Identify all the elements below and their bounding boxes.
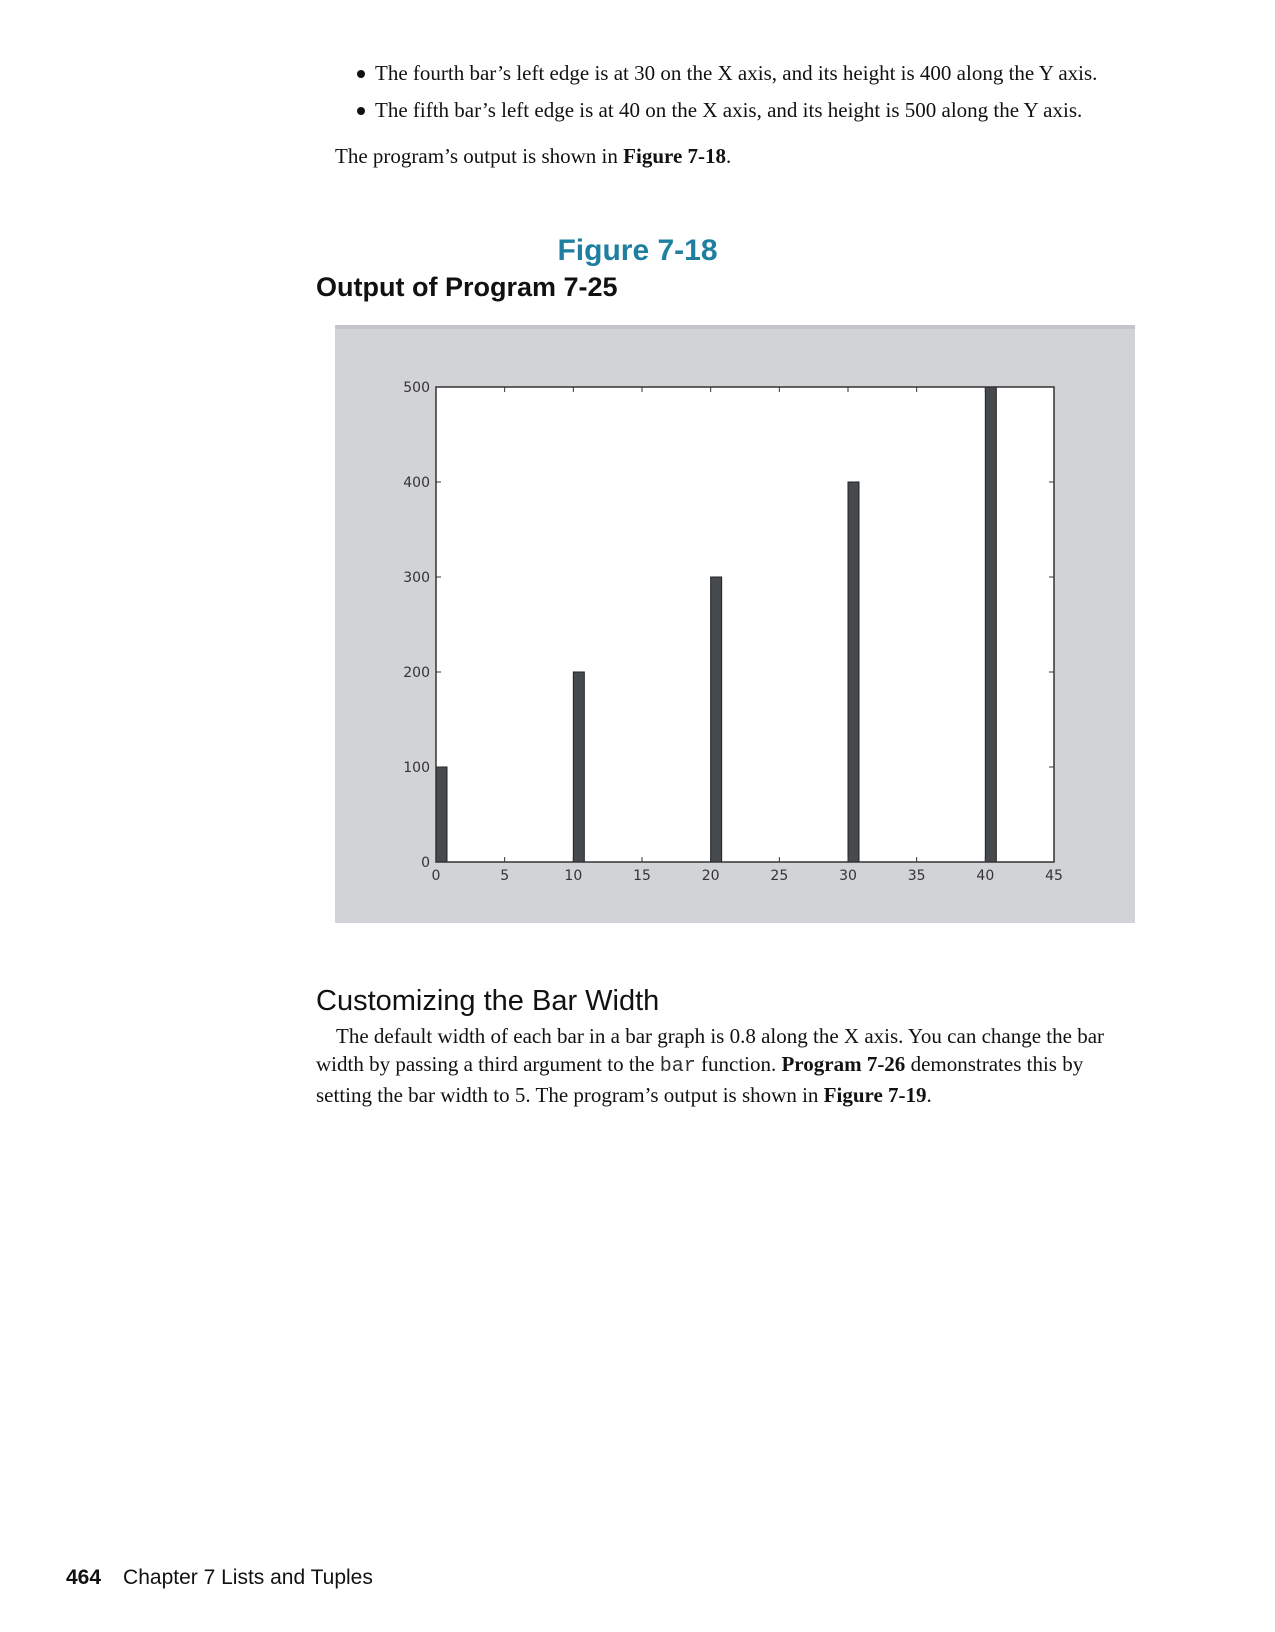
bullet-text: The fourth bar’s left edge is at 30 on t… [375,61,1098,85]
code-bar: bar [659,1055,696,1078]
x-tick-label: 15 [633,868,651,884]
bar [847,481,860,863]
x-tick-label: 30 [839,868,857,884]
output-intro-paragraph: The program’s output is shown in Figure … [335,142,731,170]
figure-title: Output of Program 7-25 [316,272,618,302]
bullet-list: The fourth bar’s left edge is at 30 on t… [335,60,1195,134]
figure-reference: Figure 7-19 [823,1083,927,1107]
page-number: 464 [66,1566,102,1589]
y-tick-label: 100 [403,760,430,776]
bar [572,671,585,863]
x-tick-label: 25 [770,868,788,884]
output-intro-text: The program’s output is shown in [335,144,624,168]
section-paragraph: The default width of each bar in a bar g… [316,1022,1156,1109]
plot-frame [435,386,1055,863]
figure-reference: Figure 7-18 [623,144,727,168]
program-reference: Program 7-26 [781,1052,906,1076]
paragraph-text: width by passing a third argument to the [316,1052,660,1076]
section-heading: Customizing the Bar Width [316,985,660,1017]
bullet-text: The fifth bar’s left edge is at 40 on th… [375,98,1083,122]
x-tick-label: 45 [1045,868,1063,884]
y-tick-label: 200 [403,665,430,681]
plot-area [436,387,1054,862]
paragraph-line: The default width of each bar in a bar g… [316,1022,1156,1050]
y-tick-label: 0 [421,855,430,871]
figure-number: Figure 7-18 [557,234,718,267]
chart-top-edge [335,325,1135,329]
x-tick-label: 10 [564,868,582,884]
x-tick-label: 40 [976,868,994,884]
bar [710,576,723,863]
x-tick-label: 20 [702,868,720,884]
bar [435,766,448,863]
paragraph-line: setting the bar width to 5. The program’… [316,1081,1156,1109]
bar-chart: 0 5 10 15 20 25 30 35 40 45 0 100 200 300 400 500 [335,325,1135,884]
paragraph-text: The default width of each bar in a bar g… [336,1024,1105,1048]
bullet-item: The fourth bar’s left edge is at 30 on t… [335,60,1195,86]
x-tick-label: 5 [500,868,509,884]
page-footer: 464 Chapter 7 Lists and Tuples [66,1566,373,1590]
chapter-title: Chapter 7 Lists and Tuples [123,1566,373,1589]
chart-container: 0 5 10 15 20 25 30 35 40 45 0 100 200 300 400 500 [335,325,1135,923]
bullet-item: The fifth bar’s left edge is at 40 on th… [335,97,1195,123]
output-intro-end: . [726,144,732,168]
paragraph-line: width by passing a third argument to the… [316,1050,1156,1081]
bullet-dot [357,70,365,78]
bar [984,386,997,863]
paragraph-text: function. [695,1052,782,1076]
y-tick-label: 300 [403,570,430,586]
y-tick-label: 500 [403,380,430,396]
paragraph-text: setting the bar width to 5. The program’… [316,1083,824,1107]
paragraph-text: demonstrates this by [905,1052,1084,1076]
y-tick-label: 400 [403,475,430,491]
x-tick-label: 0 [432,868,441,884]
x-tick-label: 35 [908,868,926,884]
paragraph-text: . [926,1083,932,1107]
bullet-dot [357,107,365,115]
